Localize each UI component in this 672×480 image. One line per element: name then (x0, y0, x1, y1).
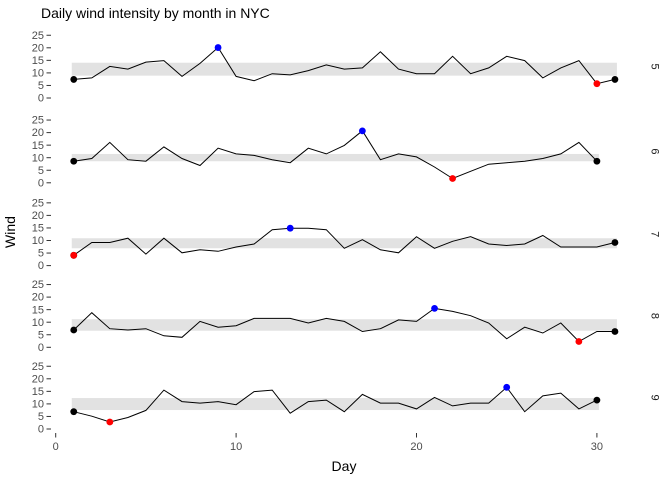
y-tick-label: 25 (32, 361, 44, 373)
y-tick-label: 10 (32, 152, 44, 164)
iqr-band (71, 153, 599, 162)
endpoint-marker (70, 326, 78, 334)
y-tick-label: 10 (32, 235, 44, 247)
max-marker (358, 127, 366, 135)
x-tick-label: 10 (230, 441, 242, 453)
y-tick-label: 10 (32, 68, 44, 80)
min-marker (575, 338, 583, 345)
wind-line (73, 130, 598, 180)
y-tick-label: 15 (32, 140, 44, 152)
y-tick-label: 0 (38, 93, 44, 105)
y-tick-label: 25 (32, 279, 44, 291)
min-marker (593, 80, 601, 88)
y-tick-label: 25 (32, 115, 44, 127)
wind-line (73, 307, 615, 343)
y-tick-label: 5 (38, 80, 44, 92)
y-axis-title: Wind (2, 216, 18, 248)
endpoint-marker (593, 157, 601, 165)
facet-strip-label: 6 (649, 148, 661, 154)
endpoint-marker (593, 396, 601, 404)
max-marker (286, 224, 294, 232)
y-tick-label: 0 (38, 424, 44, 436)
endpoint-marker (70, 157, 78, 165)
iqr-band (71, 398, 599, 411)
min-marker (106, 418, 114, 426)
y-tick-label: 20 (32, 292, 44, 304)
y-tick-label: 10 (32, 399, 44, 411)
wind-line (73, 386, 598, 423)
x-axis-title: Day (331, 458, 357, 474)
plot-title: Daily wind intensity by month in NYC (41, 5, 270, 21)
endpoint-marker (611, 76, 619, 83)
y-tick-label: 15 (32, 304, 44, 316)
wind-line (73, 227, 616, 256)
x-tick-label: 0 (53, 441, 59, 453)
y-tick-label: 25 (32, 30, 44, 42)
y-tick-label: 5 (38, 329, 44, 341)
y-tick-label: 5 (38, 248, 44, 260)
y-tick-label: 0 (38, 177, 44, 189)
endpoint-marker (70, 408, 78, 416)
facet-strip-label: 9 (649, 395, 661, 401)
max-marker (214, 44, 222, 51)
min-marker (449, 175, 456, 182)
x-tick-label: 20 (410, 441, 422, 453)
max-marker (503, 383, 511, 391)
facet-strip-label: 8 (649, 313, 661, 319)
max-marker (431, 304, 438, 312)
iqr-band (71, 319, 617, 331)
endpoint-marker (611, 239, 619, 246)
wind-line (73, 46, 616, 85)
x-tick-label: 30 (591, 441, 603, 453)
iqr-band (71, 238, 617, 249)
endpoint-marker (611, 328, 619, 335)
y-tick-label: 15 (32, 55, 44, 67)
facet-strip-label: 5 (649, 64, 661, 70)
y-tick-label: 20 (32, 373, 44, 385)
y-tick-label: 5 (38, 411, 44, 423)
y-tick-label: 20 (32, 42, 44, 54)
endpoint-marker (70, 76, 78, 83)
y-tick-label: 5 (38, 165, 44, 177)
y-tick-label: 15 (32, 223, 44, 235)
min-marker (70, 251, 78, 259)
y-tick-label: 10 (32, 317, 44, 329)
y-tick-label: 25 (32, 197, 44, 209)
y-tick-label: 15 (32, 386, 44, 398)
y-tick-label: 0 (38, 342, 44, 354)
y-tick-label: 0 (38, 260, 44, 272)
y-tick-label: 20 (32, 210, 44, 222)
y-tick-label: 20 (32, 127, 44, 139)
facet-strip-label: 7 (649, 231, 661, 237)
